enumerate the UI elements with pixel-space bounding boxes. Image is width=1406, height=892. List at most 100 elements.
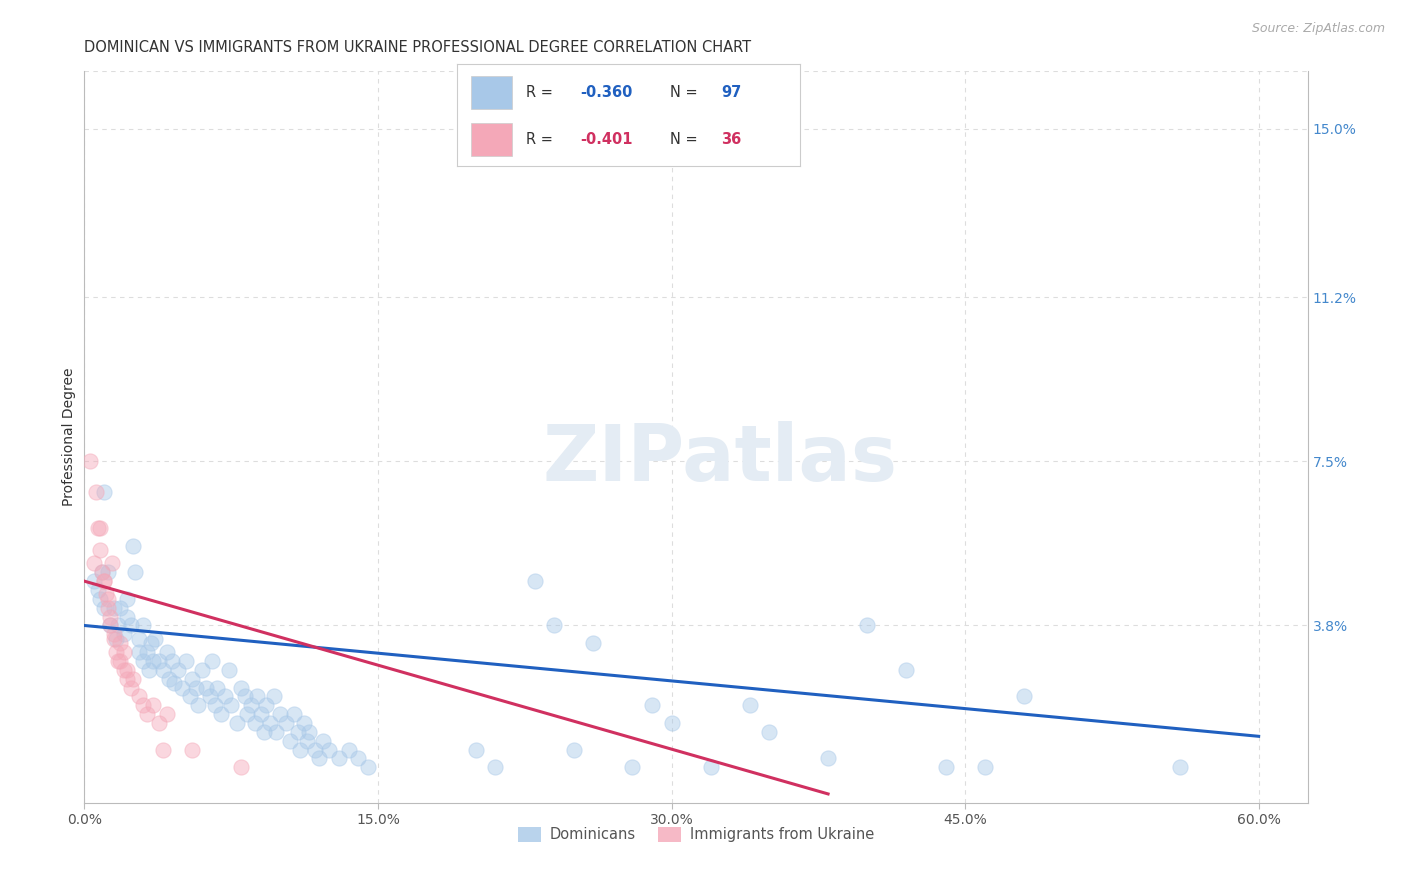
Point (254, 698, 277, 713)
Point (219, 698, 242, 713)
Point (84, 485, 107, 500)
Point (148, 716, 170, 731)
Point (243, 716, 266, 731)
Point (163, 676, 186, 690)
Point (641, 698, 664, 713)
Point (112, 645, 135, 659)
Point (87, 521, 110, 535)
Point (117, 663, 139, 677)
Text: Source: ZipAtlas.com: Source: ZipAtlas.com (1251, 22, 1385, 36)
Point (122, 539, 145, 553)
Point (108, 600, 131, 615)
Point (191, 663, 214, 677)
Y-axis label: Professional Degree: Professional Degree (62, 368, 76, 507)
Point (245, 690, 267, 704)
Point (132, 654, 155, 668)
Point (297, 733, 319, 747)
Point (312, 733, 335, 747)
Point (337, 742, 360, 756)
Point (464, 742, 486, 756)
Point (117, 591, 139, 606)
Point (699, 760, 721, 774)
Point (582, 636, 605, 650)
Point (162, 654, 184, 668)
Point (152, 742, 174, 756)
Point (934, 760, 956, 774)
Point (856, 618, 879, 632)
Point (83, 574, 105, 589)
Point (621, 760, 644, 774)
Point (117, 609, 139, 624)
Point (117, 672, 139, 686)
Point (484, 760, 506, 774)
Point (249, 707, 271, 722)
Point (973, 760, 995, 774)
Point (93, 574, 115, 589)
Point (263, 690, 285, 704)
Point (122, 672, 145, 686)
Point (120, 681, 142, 695)
Point (148, 654, 170, 668)
Point (181, 742, 204, 756)
Point (97, 566, 120, 580)
Point (107, 618, 129, 632)
Point (283, 707, 305, 722)
Point (523, 574, 546, 589)
Point (209, 707, 232, 722)
Point (174, 654, 197, 668)
Point (136, 645, 159, 659)
Point (167, 663, 190, 677)
Point (184, 681, 207, 695)
Point (181, 672, 204, 686)
Point (87, 582, 110, 597)
Point (128, 632, 150, 646)
Point (89, 521, 111, 535)
Point (204, 698, 226, 713)
Point (143, 632, 166, 646)
Point (172, 681, 194, 695)
Point (274, 716, 297, 731)
Point (357, 760, 380, 774)
Point (91, 566, 114, 580)
Point (93, 600, 115, 615)
Point (304, 742, 326, 756)
Point (98, 609, 121, 624)
Point (226, 716, 249, 731)
Text: ZIPatlas: ZIPatlas (543, 421, 898, 497)
Point (93, 574, 115, 589)
Point (152, 663, 174, 677)
Point (107, 654, 129, 668)
Point (758, 724, 780, 739)
Point (259, 716, 281, 731)
Point (233, 690, 256, 704)
Point (269, 707, 291, 722)
Point (200, 654, 222, 668)
Point (103, 600, 125, 615)
Point (104, 645, 127, 659)
Point (1170, 760, 1192, 774)
Point (661, 716, 683, 731)
Point (103, 632, 125, 646)
Point (236, 707, 259, 722)
Point (104, 632, 127, 646)
Point (91, 566, 114, 580)
Point (543, 618, 565, 632)
Point (187, 698, 209, 713)
Point (89, 591, 111, 606)
Point (298, 724, 321, 739)
Point (89, 543, 111, 558)
Point (157, 672, 180, 686)
Point (136, 707, 159, 722)
Point (108, 636, 131, 650)
Point (124, 566, 146, 580)
Point (100, 557, 122, 571)
Point (194, 681, 217, 695)
Point (278, 733, 301, 747)
Point (98, 618, 121, 632)
Point (179, 690, 201, 704)
Point (112, 627, 135, 641)
Text: DOMINICAN VS IMMIGRANTS FROM UKRAINE PROFESSIONAL DEGREE CORRELATION CHART: DOMINICAN VS IMMIGRANTS FROM UKRAINE PRO… (84, 40, 751, 55)
Point (253, 724, 276, 739)
Point (120, 618, 142, 632)
Point (79, 454, 101, 468)
